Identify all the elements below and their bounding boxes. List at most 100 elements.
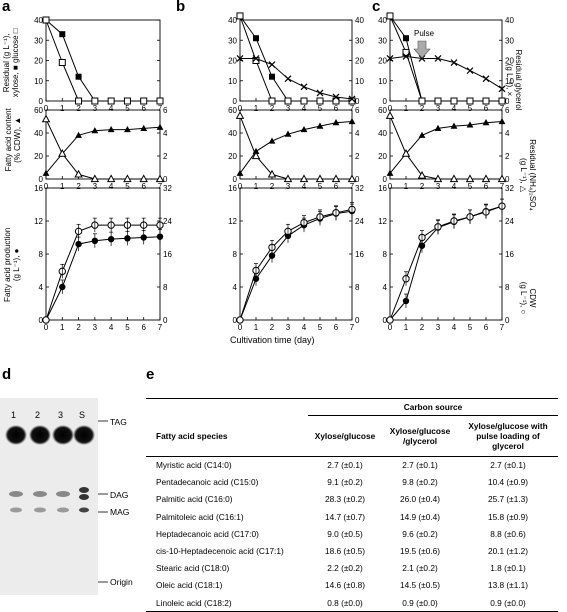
- panel-a-row1-point-glucose: [91, 97, 99, 105]
- panel-a-row1-point-glucose: [75, 97, 83, 105]
- table-group-header-row: Carbon source: [146, 398, 558, 416]
- panel-c-row3-y2tick-label: 16: [505, 250, 514, 259]
- tlc-spot-tag-3: [52, 425, 74, 445]
- panel-a-row2-point-fatty-acid-content: [91, 127, 99, 134]
- panel-a-row2-point--NH4-2SO4: [41, 114, 51, 123]
- panel-b-row2-xtick-label: 5: [318, 182, 323, 191]
- panel-c-row1-xtick-label: 7: [500, 104, 505, 113]
- panel-b-row3-ytick-label: 0: [233, 316, 238, 325]
- panel-c-row3-ytick-label: 12: [378, 217, 387, 226]
- panel-c-row1-ytick-label: 20: [378, 57, 387, 66]
- panel-b-row1-point-xylose: [253, 35, 259, 42]
- panel-b-row1-ytick-label: 20: [228, 57, 237, 66]
- panel-c-row2-xtick-label: 6: [484, 182, 489, 191]
- panel-b-row1-point-glucose: [284, 97, 292, 105]
- panel-c-row1-point-glucose: [386, 12, 394, 20]
- panel-a-row2-point--NH4-2SO4: [155, 174, 165, 183]
- panel-a-row1-point-glucose: [140, 97, 148, 105]
- value-cell-1: 14.7 (±0.7): [324, 511, 366, 522]
- panel-c-row1-point-glycerol: [386, 55, 394, 62]
- value-cell-2: 14.5 (±0.5): [399, 580, 441, 591]
- panel-a-row2-xtick-label: 0: [44, 182, 49, 191]
- panel-a-row1-xtick-label: 7: [158, 104, 163, 113]
- panel-c-row2-point-fatty-acid-content: [450, 122, 458, 129]
- panel-a-row3-y2tick-label: 0: [163, 316, 168, 325]
- value-cell-3: 15.8 (±0.9): [487, 511, 529, 522]
- panel-a-row2-line--NH4-2SO4: [45, 118, 160, 180]
- panel-a-row1-xtick-label: 1: [60, 104, 65, 113]
- panel-b-row3-xtick-label: 6: [334, 323, 339, 332]
- panel-b-row2-point-fatty-acid-content: [300, 125, 308, 133]
- panel-a-row2-xtick-label: 7: [158, 182, 163, 191]
- value-cell-2: 0.9 (±0.0): [402, 597, 438, 608]
- panel-c-row2-y2tick-label: 4: [505, 129, 510, 138]
- panel-b-row1-point-glucose: [316, 97, 324, 105]
- value-cell-2: 9.6 (±0.2): [402, 528, 438, 539]
- panel-b-row2-point-fatty-acid-content: [268, 137, 276, 144]
- panel-b-row3-xtick-label: 7: [350, 323, 355, 332]
- panel-c-row2-xtick-label: 3: [436, 182, 441, 191]
- panel-b-row1-point-glucose: [348, 97, 356, 105]
- panel-b-row2-xtick-label: 1: [254, 182, 259, 191]
- panel-b-row2-point--NH4-2SO4: [315, 174, 325, 183]
- panel-b-row1-ytick-label: 10: [228, 77, 237, 86]
- panel-a-row3-y2tick-label: 24: [163, 217, 172, 226]
- panel-b-row2-point--NH4-2SO4: [283, 174, 293, 183]
- panel-c-row1-line-glycerol: [389, 55, 503, 90]
- panel-c-row3-ytick-label: 8: [383, 250, 388, 259]
- value-cell-2: 2.1 (±0.2): [402, 563, 438, 574]
- value-cell-3: 25.7 (±1.3): [487, 494, 529, 505]
- panel-b-row1-point-glucose: [236, 12, 244, 20]
- panel-b-row2-xtick-label: 0: [238, 182, 243, 191]
- panel-c-row1-point-glucose: [498, 97, 506, 105]
- panel-b-row3-ytick-label: 8: [233, 250, 238, 259]
- panel-c-row2-point--NH4-2SO4: [465, 174, 475, 183]
- panel-a-row1-ytick-label: 0: [39, 97, 44, 106]
- panel-a-row1-point-glucose: [107, 97, 115, 105]
- panel-a-row2-point-fatty-acid-content: [75, 131, 82, 138]
- panel-label-d: d: [2, 366, 12, 383]
- species-header: Fatty acid species: [156, 430, 228, 441]
- panel-b-row3-xtick-label: 0: [238, 323, 243, 332]
- panel-c-row2-y2tick-label: 0: [505, 175, 510, 184]
- panel-c-row2-y2tick-label: 2: [505, 152, 510, 161]
- panel-b-row3-xtick-label: 1: [254, 323, 259, 332]
- species-cell: Stearic acid (C18:0): [156, 563, 230, 574]
- panel-c-row2-point-fatty-acid-content: [386, 169, 394, 176]
- panel-b-row2-point--NH4-2SO4: [251, 151, 261, 160]
- panel-b-row1-xtick-label: 1: [254, 104, 259, 113]
- panel-c-row1-point-glucose: [482, 97, 490, 105]
- panel-c-row2-point-fatty-acid-content: [482, 119, 490, 126]
- pulse-arrow-icon: [413, 40, 431, 59]
- panel-b-row3-point-CDW: [236, 316, 244, 324]
- panel-b-row2-ytick-label: 40: [228, 129, 237, 138]
- panel-a-row2-line-fatty-acid-content: [45, 126, 161, 174]
- panel-b-row2-y2tick-label: 0: [355, 175, 360, 184]
- panel-a-row2-point--NH4-2SO4: [74, 169, 83, 178]
- panel-a-row1-ytick-label: 40: [34, 16, 43, 25]
- panel-c-row3-y2tick-label: 32: [505, 184, 514, 193]
- tlc-spot-mag-s: [79, 507, 89, 513]
- panel-c-row1-line-glucose: [389, 15, 502, 102]
- panel-label-a: a: [2, 0, 11, 15]
- panel-b-row1-ytick-label: 40: [228, 16, 237, 25]
- value-cell-2: 19.5 (±0.6): [399, 546, 441, 557]
- panel-a-row3-y2tick-label: 8: [163, 283, 168, 292]
- tlc-lane-label-3: 3: [58, 410, 64, 420]
- panel-a-row1-point-glucose: [58, 59, 66, 67]
- panel-b-row1-point-glycerol: [348, 95, 356, 103]
- panel-a-row2-ytick-label: 0: [39, 175, 44, 184]
- panel-c-row1-y2tick-label: 10: [505, 77, 514, 86]
- panel-c-row2-point--NH4-2SO4: [417, 170, 427, 179]
- panel-c-row3-ytick-label: 0: [383, 316, 388, 325]
- value-cell-1: 9.1 (±0.2): [327, 477, 363, 488]
- panel-b-row1-xtick-label: 2: [270, 104, 275, 113]
- panel-a-row3-ytick-label: 12: [34, 217, 43, 226]
- panel-c-row1-point-glycerol: [402, 53, 410, 60]
- table-row: Heptadecanoic acid (C17:0) 9.0 (±0.5) 9.6 …: [146, 525, 558, 542]
- panel-a-row2-xtick-label: 6: [141, 182, 146, 191]
- panel-a-row1-xtick-label: 3: [93, 104, 98, 113]
- panel-a-row2-frame: [45, 109, 161, 180]
- panel-b-row2-xtick-label: 6: [334, 182, 339, 191]
- value-cell-3: 10.4 (±0.9): [487, 477, 529, 488]
